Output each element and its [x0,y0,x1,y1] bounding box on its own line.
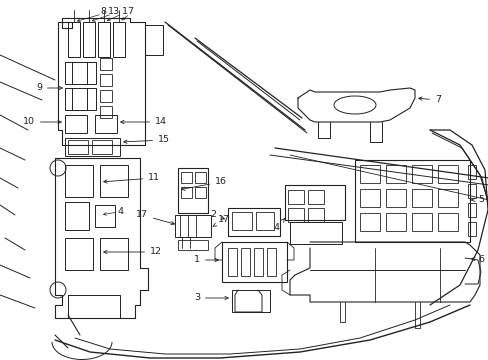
Bar [98,22,110,57]
Bar [231,212,251,230]
Bar [307,190,324,204]
Bar [359,189,379,207]
Text: 13: 13 [108,8,120,17]
Bar [289,222,341,244]
Text: 2: 2 [209,211,224,220]
Bar [467,203,475,217]
Bar [100,106,112,118]
Bar [231,290,269,312]
Bar [65,202,89,230]
Text: 1: 1 [122,8,128,17]
Bar [256,212,273,230]
Text: 12: 12 [103,248,162,256]
Text: 17: 17 [212,216,229,226]
Text: 1: 1 [194,256,218,265]
Bar [411,213,431,231]
Bar [65,62,87,84]
Bar [385,213,405,231]
Text: 15: 15 [123,135,170,144]
Text: 7: 7 [127,8,133,17]
Bar [65,165,93,197]
Bar [411,189,431,207]
Bar [285,185,345,220]
Bar [113,22,125,57]
Bar [467,184,475,198]
Bar [467,222,475,236]
Bar [181,172,192,183]
Bar [178,168,207,213]
Bar [467,165,475,179]
Text: 14: 14 [121,117,167,126]
Bar [437,189,457,207]
Bar [100,165,128,197]
Text: 5: 5 [471,195,483,204]
Bar [287,190,304,204]
Bar [92,140,112,154]
Bar [72,88,96,110]
Text: 4: 4 [118,207,124,216]
Bar [83,22,95,57]
Bar [253,248,263,276]
Bar [175,215,210,237]
Bar [222,242,286,282]
Bar [145,25,163,55]
Bar [68,22,80,57]
Bar [385,189,405,207]
Text: 10: 10 [23,117,61,126]
Bar [65,88,87,110]
Text: 17: 17 [136,211,174,225]
Bar [385,165,405,183]
Bar [307,208,324,222]
Bar [287,208,304,222]
Bar [178,240,207,250]
Bar [65,115,87,133]
Bar [72,62,96,84]
Bar [195,187,205,198]
Bar [227,248,237,276]
Bar [354,160,469,242]
Text: 7: 7 [418,95,440,104]
Bar [195,172,205,183]
Bar [100,58,112,70]
Bar [95,205,115,227]
Bar [411,165,431,183]
Bar [241,248,249,276]
Bar [437,213,457,231]
Bar [100,238,128,270]
Bar [227,208,280,236]
Bar [100,90,112,102]
Bar [266,248,275,276]
Bar [95,115,117,133]
Bar [181,187,192,198]
Text: 16: 16 [181,177,226,190]
Text: 8: 8 [100,8,106,17]
Text: 6: 6 [471,256,483,265]
Text: 11: 11 [103,174,160,183]
Text: 4: 4 [273,219,284,233]
Bar [359,165,379,183]
Bar [68,140,88,154]
Bar [65,138,120,156]
Text: 3: 3 [193,293,228,302]
Bar [100,74,112,86]
Bar [437,165,457,183]
Text: 9: 9 [36,84,62,93]
Bar [359,213,379,231]
Bar [65,238,93,270]
